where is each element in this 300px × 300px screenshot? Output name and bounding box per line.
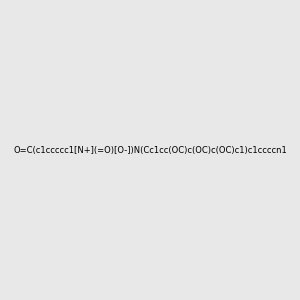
Text: O=C(c1ccccc1[N+](=O)[O-])N(Cc1cc(OC)c(OC)c(OC)c1)c1ccccn1: O=C(c1ccccc1[N+](=O)[O-])N(Cc1cc(OC)c(OC… — [13, 146, 287, 154]
